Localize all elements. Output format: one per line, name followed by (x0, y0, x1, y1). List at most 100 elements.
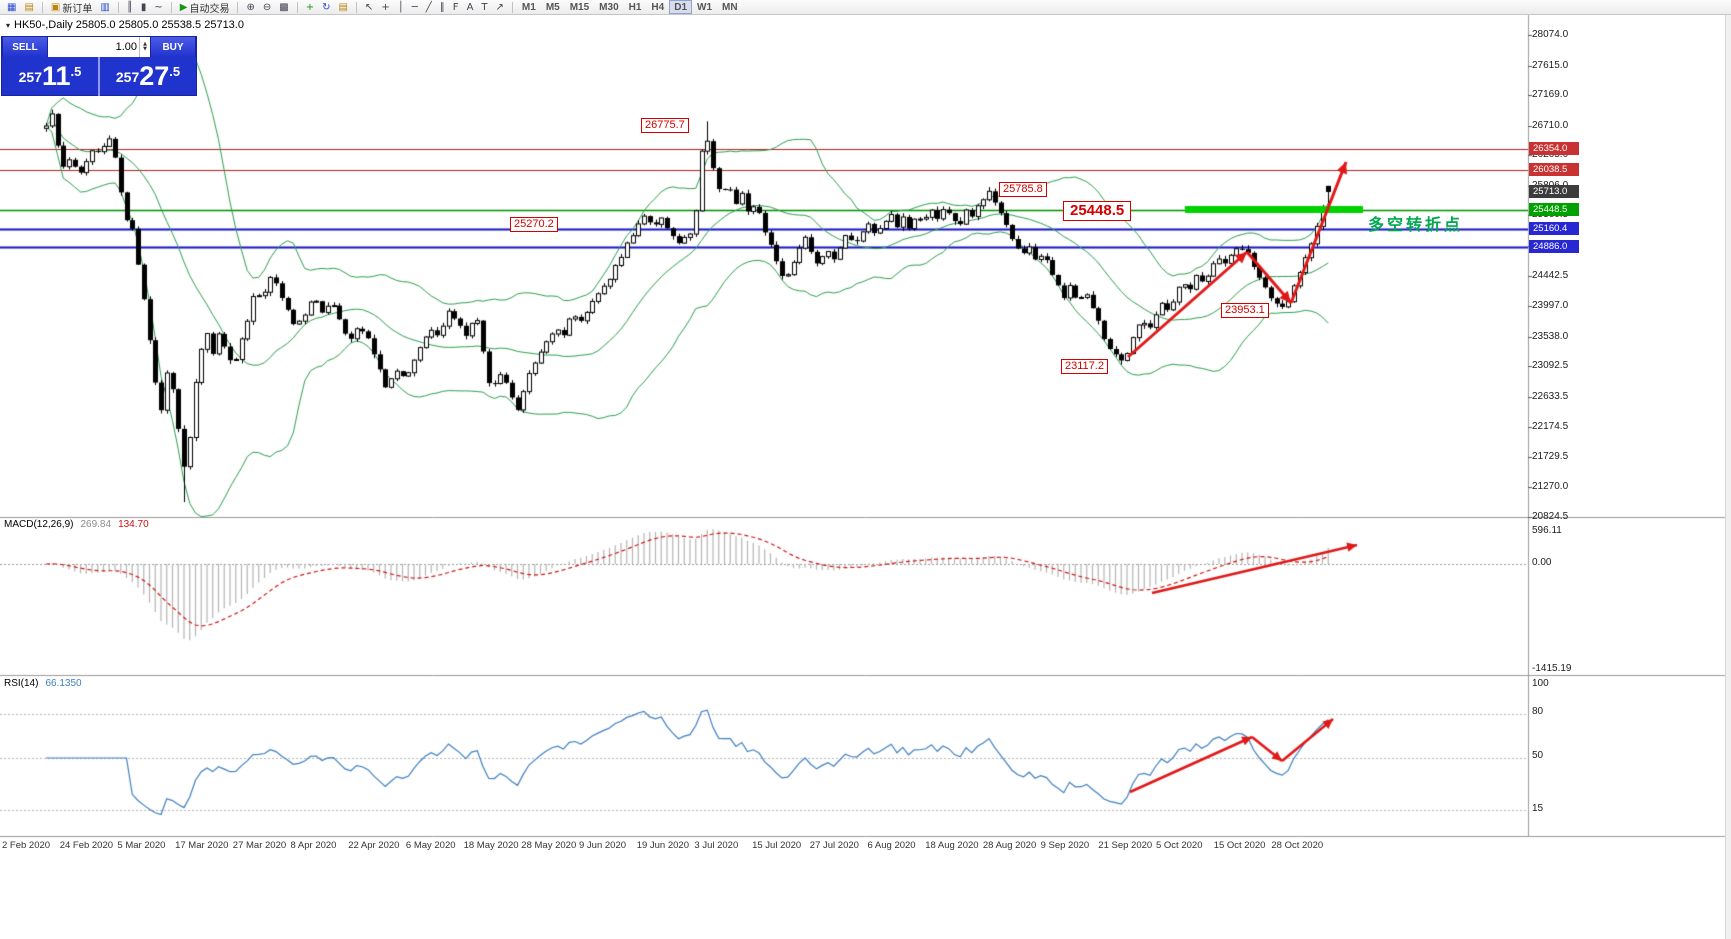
crosshair-tool-button[interactable]: + (377, 0, 393, 14)
price-axis-label: 20824.5 (1532, 511, 1569, 522)
price-axis-label: 23092.5 (1532, 360, 1569, 372)
buy-price-prefix: 257 (115, 69, 140, 85)
price-annotation-25270[interactable]: 25270.2 (510, 217, 558, 232)
label-tool-button[interactable]: T (477, 0, 491, 14)
price-axis-label: 28074.0 (1532, 29, 1569, 40)
time-axis-label: 5 Mar 2020 (117, 840, 166, 851)
macd-main-value: 269.84 (80, 519, 112, 530)
tf-mn-button[interactable]: MN (717, 0, 743, 14)
text-tool-button[interactable]: A (463, 0, 478, 14)
fibonacci-tool-icon: F (452, 1, 459, 13)
new-order-button[interactable]: ▣ 新订单 (47, 0, 96, 15)
volume-up-button[interactable]: ▲ (143, 41, 147, 47)
line-chart-mode-button[interactable]: ~ (150, 0, 166, 14)
macd-signal-value: 134.70 (118, 519, 149, 530)
market-watch-icon: ▥ (100, 1, 110, 13)
tf-m5-button[interactable]: M5 (541, 0, 565, 14)
chart-templates-icon: ▤ (338, 1, 348, 13)
crosshair-tool-icon: + (381, 1, 390, 13)
time-axis-label: 28 May 2020 (521, 840, 577, 851)
rsi-axis-label: 80 (1532, 706, 1544, 717)
fibonacci-tool-button[interactable]: F (449, 0, 463, 14)
arrows-tool-button[interactable]: ↗ (492, 0, 508, 14)
volume-value: 1.00 (115, 41, 137, 53)
rsi-axis-label: 100 (1532, 678, 1549, 689)
tf-m1-button[interactable]: M1 (517, 0, 541, 14)
zoom-out-icon: ⊖ (262, 1, 272, 13)
add-indicators-button[interactable]: + (302, 0, 318, 14)
cursor-tool-button[interactable]: ↖ (361, 0, 377, 14)
tile-windows-icon: ▩ (279, 1, 289, 13)
turning-point-note[interactable]: 多空转折点 (1368, 217, 1464, 234)
rsi-axis-label: 15 (1532, 803, 1544, 814)
price-tag-26354.0: 26354.0 (1529, 142, 1579, 156)
price-axis-label: 22633.5 (1532, 390, 1569, 402)
time-axis-label: 5 Oct 2020 (1156, 840, 1203, 851)
volume-stepper: ▲ ▼ (139, 37, 150, 57)
time-axis-label: 3 Jul 2020 (694, 840, 739, 851)
time-axis-label: 22 Apr 2020 (348, 840, 400, 851)
one-click-collapse-icon[interactable]: ▾ (6, 20, 11, 30)
zoom-out-button[interactable]: ⊖ (259, 0, 275, 14)
price-annotation-25785[interactable]: 25785.8 (999, 182, 1047, 197)
bar-chart-mode-button[interactable]: ║ (123, 0, 137, 14)
tf-d1-label: D1 (674, 1, 688, 13)
channel-tool-icon: ∥ (439, 1, 445, 13)
candle-chart-mode-button[interactable]: ▮ (137, 0, 151, 14)
time-axis-label: 8 Apr 2020 (290, 840, 337, 851)
candle-chart-mode-icon: ▮ (140, 1, 147, 13)
price-annotation-26775[interactable]: 26775.7 (641, 118, 689, 133)
chart-profiles-button[interactable]: ▤ (20, 0, 37, 14)
horizontal-line-tool-button[interactable]: ─ (408, 0, 422, 14)
time-axis-label: 6 Aug 2020 (867, 840, 916, 851)
tf-h4-button[interactable]: H4 (646, 0, 669, 14)
right-scrollbar[interactable] (1725, 0, 1731, 939)
cursor-tool-icon: ↖ (364, 1, 374, 13)
tf-m15-button[interactable]: M15 (565, 0, 594, 14)
new-chart-button[interactable]: ▦ (3, 0, 20, 14)
sell-price-display[interactable]: 257 11.5 (2, 57, 98, 96)
zoom-in-button[interactable]: ⊕ (242, 0, 258, 14)
sell-button[interactable]: SELL (2, 37, 48, 57)
buy-price-display[interactable]: 257 27.5 (98, 57, 196, 96)
new-order-label: 新订单 (62, 3, 93, 15)
price-tag-25448.5: 25448.5 (1529, 202, 1579, 216)
vertical-line-tool-button[interactable]: │ (394, 0, 408, 14)
tile-windows-button[interactable]: ▩ (275, 0, 292, 14)
tf-m30-button[interactable]: M30 (594, 0, 623, 14)
macd-axis-label: -1415.19 (1532, 663, 1572, 674)
price-axis-label: 26710.0 (1532, 119, 1569, 131)
price-axis-label: 23997.0 (1532, 300, 1569, 312)
trendline-tool-icon: ╱ (425, 1, 432, 13)
tf-d1-button[interactable]: D1 (669, 0, 693, 14)
price-annotation-25448[interactable]: 25448.5 (1063, 201, 1132, 221)
period-refresh-button[interactable]: ↻ (318, 0, 334, 14)
tf-mn-label: MN (722, 1, 738, 13)
auto-trading-button[interactable]: ▶ 自动交易 (176, 0, 234, 15)
time-axis-label: 6 May 2020 (405, 840, 456, 851)
price-axis-label: 21729.5 (1532, 450, 1569, 462)
auto-trading-icon: ▶ (179, 1, 188, 13)
time-axis-label: 21 Sep 2020 (1098, 840, 1153, 851)
time-axis-label: 2 Feb 2020 (2, 840, 51, 851)
buy-button[interactable]: BUY (150, 37, 196, 57)
volume-down-button[interactable]: ▼ (143, 46, 147, 52)
tf-w1-button[interactable]: W1 (692, 0, 717, 14)
price-annotation-23117[interactable]: 23117.2 (1061, 359, 1108, 374)
channel-tool-button[interactable]: ∥ (436, 0, 449, 14)
price-annotation-23953[interactable]: 23953.1 (1221, 303, 1269, 318)
volume-field[interactable]: 1.00 ▲ ▼ (48, 37, 150, 57)
toolbar-separator (511, 1, 513, 13)
trendline-tool-button[interactable]: ╱ (422, 0, 436, 14)
market-watch-button[interactable]: ▥ (96, 0, 113, 14)
period-refresh-icon: ↻ (322, 1, 331, 13)
chart-templates-button[interactable]: ▤ (334, 0, 351, 14)
horizontal-line-tool-icon: ─ (411, 1, 418, 13)
label-tool-icon: T (481, 1, 488, 13)
tf-h1-button[interactable]: H1 (624, 0, 647, 14)
tf-m1-label: M1 (521, 1, 536, 13)
macd-header: MACD(12,26,9) 269.84 134.70 (4, 519, 156, 530)
price-axis-label: 24442.5 (1532, 270, 1569, 282)
